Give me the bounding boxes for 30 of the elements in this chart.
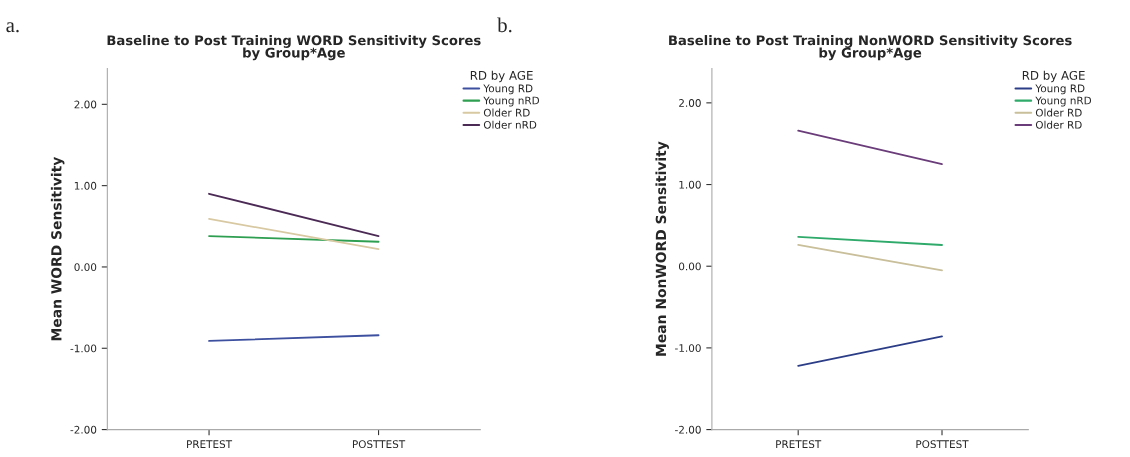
x-tick-label: POSTTEST [352, 440, 406, 449]
y-tick-label: -2.00 [675, 425, 701, 434]
legend-label: Older RD [1035, 120, 1082, 129]
legend-label: Young RD [1035, 84, 1085, 95]
legend-title: RD by AGE [1022, 70, 1085, 83]
legend-label: Young nRD [483, 96, 540, 107]
y-tick-label: -2.00 [70, 425, 97, 434]
y-axis-title: Mean WORD Sensitivity [50, 156, 65, 341]
y-tick-label: 1.00 [679, 180, 701, 189]
y-tick-label: 2.00 [679, 99, 701, 107]
legend-label: Older RD [483, 108, 530, 117]
legend-label: Older nRD [483, 120, 537, 129]
y-tick-label: 0.00 [74, 263, 97, 272]
y-tick-label: -1.00 [675, 344, 701, 352]
chart-title: Baseline to Post Training NonWORD Sensitivity Scores by Group*Age [669, 35, 1072, 61]
y-tick-label: -1.00 [70, 344, 97, 353]
text: a. [6, 22, 19, 33]
y-tick-label: 2.00 [74, 100, 97, 109]
x-tick-label: POSTTEST [916, 440, 969, 449]
y-axis-title: Mean NonWORD Sensitivity [655, 141, 669, 356]
x-tick-label: PRETEST [776, 440, 822, 449]
legend-title: RD by AGE [470, 70, 533, 83]
x-tick-label: PRETEST [187, 440, 233, 449]
legend-label: Young nRD [1035, 96, 1092, 107]
chart-title: Baseline to Post Training WORD Sensitivity Scores by Group*Age [107, 35, 481, 61]
y-tick-label: 0.00 [678, 262, 701, 271]
legend-label: Older RD [1035, 108, 1082, 117]
legend-label: Young RD [483, 84, 533, 95]
text: b. [497, 17, 512, 33]
y-tick-label: 1.00 [74, 181, 97, 190]
